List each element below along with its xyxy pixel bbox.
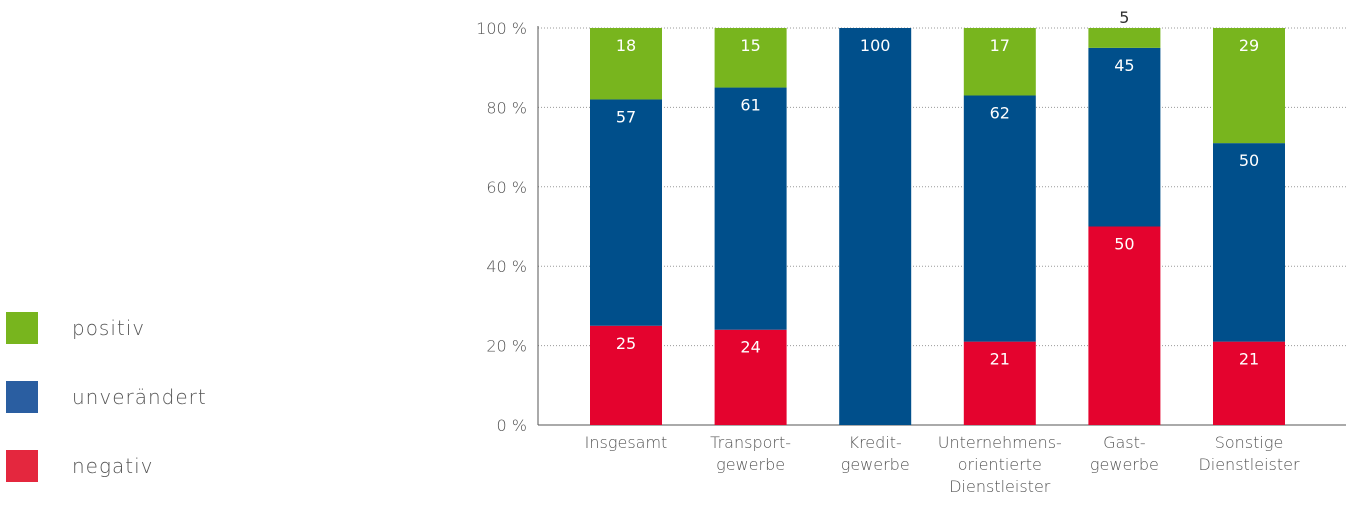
legend-swatch-negativ — [6, 450, 38, 482]
legend-item-unveraendert: unverändert — [6, 381, 207, 413]
bar-segment-unveraendert — [1213, 143, 1285, 342]
data-label-positiv: 29 — [1239, 36, 1259, 55]
legend: positiv unverändert negativ — [6, 312, 207, 519]
legend-swatch-positiv — [6, 312, 38, 344]
y-tick-label: 60 % — [486, 178, 527, 197]
legend-label-positiv: positiv — [72, 316, 146, 340]
x-tick-label: gewerbe — [841, 455, 910, 474]
legend-label-negativ: negativ — [72, 454, 154, 478]
legend-label-unveraendert: unverändert — [72, 385, 207, 409]
data-label-positiv: 5 — [1119, 8, 1129, 27]
x-tick-label: Kredit- — [849, 433, 902, 452]
stacked-bar-chart: 0 % 20 % 40 % 60 % 80 % 100 % 25 57 18 Insgesamt 2… — [6, 8, 1346, 496]
data-label-negativ: 21 — [1239, 350, 1259, 369]
bar-segment-positiv — [963, 28, 1036, 96]
x-tick-label: Unternehmens- — [938, 433, 1062, 452]
x-tick-label: Dienstleister — [949, 477, 1051, 496]
legend-swatch-unveraendert — [6, 381, 38, 413]
data-label-unveraendert: 57 — [616, 107, 636, 126]
x-tick-label: Gast- — [1103, 433, 1146, 452]
bar-segment-negativ — [590, 325, 662, 425]
data-label-negativ: 24 — [740, 338, 760, 357]
x-tick-label: gewerbe — [716, 455, 785, 474]
data-label-positiv: 17 — [990, 36, 1010, 55]
data-label-unveraendert: 100 — [860, 36, 891, 55]
y-tick-label: 100 % — [476, 19, 527, 38]
x-tick-label: Insgesamt — [585, 433, 668, 452]
data-label-positiv: 18 — [616, 36, 636, 55]
y-tick-label: 40 % — [486, 257, 527, 276]
data-label-negativ: 50 — [1114, 235, 1134, 254]
data-label-positiv: 15 — [740, 36, 760, 55]
bar-segment-unveraendert — [714, 87, 787, 330]
data-label-unveraendert: 61 — [740, 96, 760, 115]
chart-plot: 0 % 20 % 40 % 60 % 80 % 100 % 25 57 18 Insgesamt 2… — [476, 8, 1346, 496]
bar-segment-positiv — [590, 28, 662, 100]
data-label-unveraendert: 62 — [990, 103, 1010, 122]
x-tick-label: Dienstleister — [1198, 455, 1300, 474]
bar-segment-positiv — [1213, 28, 1285, 144]
bar-segment-unveraendert — [839, 28, 912, 425]
x-tick-label: Transport- — [710, 433, 791, 452]
bar-segment-unveraendert — [1088, 47, 1161, 227]
y-tick-label: 0 % — [497, 416, 527, 435]
y-tick-label: 20 % — [486, 337, 527, 356]
bar-segment-negativ — [963, 341, 1036, 425]
data-label-unveraendert: 45 — [1114, 56, 1134, 75]
bar-segment-negativ — [1213, 341, 1285, 425]
x-tick-label: orientierte — [958, 455, 1042, 474]
y-tick-label: 80 % — [486, 98, 527, 117]
legend-item-positiv: positiv — [6, 312, 207, 344]
bar-segment-positiv — [1088, 28, 1161, 48]
bar-segment-unveraendert — [963, 95, 1036, 342]
bar-segment-negativ — [714, 329, 787, 425]
data-label-unveraendert: 50 — [1239, 151, 1259, 170]
bar-segment-negativ — [1088, 226, 1161, 425]
legend-item-negativ: negativ — [6, 450, 207, 482]
data-label-negativ: 25 — [616, 334, 636, 353]
bar-segment-unveraendert — [590, 99, 662, 326]
bar-segment-positiv — [714, 28, 787, 88]
x-tick-label: gewerbe — [1090, 455, 1159, 474]
data-label-negativ: 21 — [990, 350, 1010, 369]
x-tick-label: Sonstige — [1215, 433, 1284, 452]
